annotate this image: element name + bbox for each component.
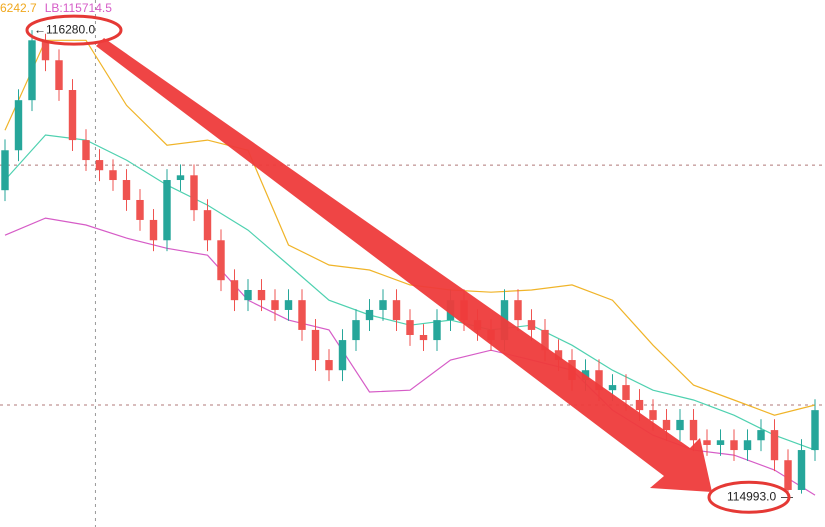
candle-body xyxy=(541,329,549,351)
candle-body xyxy=(433,320,441,341)
candle-body xyxy=(271,300,279,310)
candle-body xyxy=(149,219,158,241)
candle-body xyxy=(662,419,671,431)
candle-body xyxy=(1,150,9,191)
candle-body xyxy=(649,410,657,420)
candle-body xyxy=(298,300,306,330)
candle-body xyxy=(514,300,522,321)
candle-body xyxy=(770,430,779,461)
candle-body xyxy=(244,289,252,301)
candle-body xyxy=(284,300,293,310)
candle-body xyxy=(608,385,617,391)
candle-body xyxy=(95,160,104,171)
candle-body xyxy=(203,210,212,241)
candle-body xyxy=(41,40,50,61)
candle-body xyxy=(82,140,90,161)
candle-body xyxy=(14,100,23,151)
candle-body xyxy=(109,170,117,181)
candle-body xyxy=(338,340,347,371)
candle-body xyxy=(635,399,644,411)
candle-body xyxy=(811,410,819,451)
candle-body xyxy=(406,320,414,336)
candle-body xyxy=(419,335,428,341)
candle-body xyxy=(122,180,131,200)
candle-body xyxy=(730,440,738,451)
candle-body xyxy=(703,440,711,445)
candle-body xyxy=(757,430,765,441)
candle-body xyxy=(676,419,684,431)
low-label: 114993.0 xyxy=(727,489,776,503)
trend-arrow xyxy=(96,38,712,492)
candle-body xyxy=(392,300,401,321)
candle-body xyxy=(595,370,603,391)
highlight-circle xyxy=(707,480,791,514)
highlight-circle xyxy=(25,14,123,46)
candle-body xyxy=(163,180,171,241)
candle-body xyxy=(365,309,374,321)
candle-body xyxy=(743,440,752,451)
candle-body xyxy=(554,350,563,361)
candle-body xyxy=(325,360,333,371)
candle-body xyxy=(622,385,630,400)
candle-body xyxy=(527,320,536,330)
header-text: LB:115714.5 xyxy=(45,1,112,15)
candle-body xyxy=(55,60,63,91)
candle-body xyxy=(230,280,239,301)
candle-body xyxy=(379,300,387,310)
candle-body xyxy=(257,289,266,301)
candle-body xyxy=(689,419,698,441)
candle-body xyxy=(68,90,77,141)
candle-body xyxy=(217,240,225,281)
high-label: 116280.0 xyxy=(46,22,95,36)
candle-body xyxy=(716,440,725,445)
header-text: 6242.7 xyxy=(0,1,37,15)
candle-body xyxy=(352,320,360,341)
candle-body xyxy=(311,329,320,361)
candle-body xyxy=(176,175,185,181)
candles xyxy=(1,30,819,498)
band-line xyxy=(4,39,816,416)
candle-body xyxy=(190,175,198,211)
candle-body xyxy=(797,450,806,490)
candle-body xyxy=(28,40,36,101)
candle-body xyxy=(136,199,144,220)
high-arrow: ← xyxy=(34,22,46,36)
candle-body xyxy=(784,460,792,490)
